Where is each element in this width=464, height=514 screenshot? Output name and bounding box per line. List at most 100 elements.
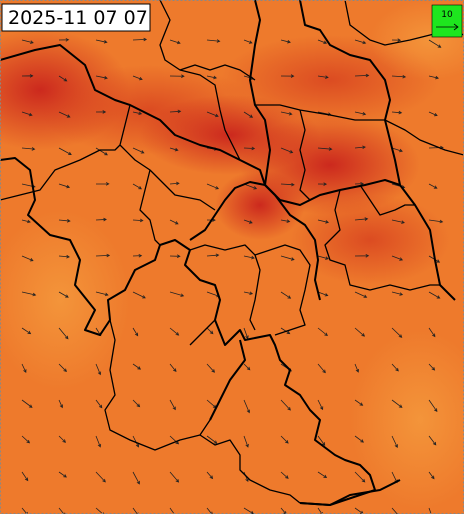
wind-arrow [58,147,72,156]
wind-arrow [317,255,329,260]
wind-legend-label: 10 [441,10,453,20]
wind-arrow [243,146,256,151]
wind-arrow [95,75,108,80]
wind-arrow [243,291,254,295]
wind-arrow [317,219,330,224]
wind-arrow [280,507,287,514]
wind-arrow [169,39,181,45]
wind-arrow [95,471,106,483]
wind-arrow [243,111,254,118]
wind-arrow [243,39,253,44]
wind-arrow [391,363,399,372]
wind-arrow [21,399,33,408]
wind-arrow [354,73,370,78]
wind-arrow [95,217,107,222]
wind-arrow [206,471,214,480]
wind-arrow [317,471,328,479]
wind-arrow [169,291,185,297]
wind-arrow [280,39,291,44]
wind-arrow [317,435,326,446]
wind-arrow [354,291,368,298]
wind-arrow [95,110,107,114]
wind-arrow [132,218,144,223]
wind-arrow [169,147,179,152]
wind-arrow [21,291,37,297]
wind-arrow [243,183,258,190]
wind-arrow [95,363,102,376]
wind-arrow [58,291,69,298]
wind-arrow [132,147,145,154]
wind-arrow [21,74,34,78]
wind-arrow [206,183,220,190]
wind-arrow [132,75,143,81]
wind-arrow [280,255,295,261]
wind-arrow [391,327,403,338]
wind-arrow [21,255,34,262]
wind-arrow [391,291,404,296]
wind-arrow [95,399,103,409]
wind-arrow [58,38,70,42]
wind-arrow [132,471,140,485]
wind-arrow [132,37,148,42]
wind-arrow [243,435,249,448]
wind-arrow [206,435,218,444]
wind-arrow [391,38,402,42]
wind-arrow [132,435,140,448]
wind-arrow [169,181,180,186]
wind-arrow [243,219,253,224]
wind-arrow [132,183,143,190]
wind-arrow [317,399,324,411]
wind-arrow [391,74,407,79]
timestamp-box [1,3,151,32]
wind-arrow [428,435,437,446]
wind-arrow [317,363,326,374]
wind-arrow [95,435,102,448]
wind-arrow [58,363,67,373]
wind-arrow [391,507,398,514]
wind-arrow [317,147,333,151]
wind-arrows [21,37,444,514]
wind-arrow [280,327,291,335]
wind-arrow [58,471,67,478]
wind-arrow [280,182,295,187]
wind-arrow [428,399,438,412]
wind-arrow [169,219,179,225]
wind-arrow [58,183,71,189]
wind-arrow [428,327,436,338]
wind-arrow [354,327,366,337]
wind-arrow [58,399,63,409]
wind-arrow [354,111,367,116]
wind-arrow [354,471,366,483]
wind-arrow [391,219,405,224]
wind-arrow [206,75,218,80]
wind-arrow [428,363,436,371]
wind-arrow [354,435,364,443]
wind-arrow [206,363,216,373]
wind-arrow [169,74,185,79]
wind-arrow [280,399,291,411]
wind-arrow [391,147,403,153]
wind-arrow [317,182,328,186]
wind-arrow [21,435,31,444]
wind-arrow [58,254,70,259]
wind-arrow [58,327,69,340]
wind-arrow [95,253,111,258]
wind-arrow [95,39,108,44]
wind-arrow [132,291,146,299]
wind-arrow [354,145,366,150]
wind-arrow [391,255,404,261]
wind-arrow [354,217,369,221]
wind-arrow [206,111,219,118]
wind-arrow [428,183,438,189]
wind-arrow [280,147,294,154]
wind-arrow [354,254,370,258]
wind-legend-box [431,4,463,38]
wind-arrow [206,327,214,335]
wind-arrow [391,110,403,115]
wind-arrow [317,327,328,337]
wind-arrow [21,363,27,373]
wind-arrow [354,39,367,45]
wind-arrow [21,111,33,117]
wind-arrow [280,471,289,479]
wind-arrow [243,327,249,340]
